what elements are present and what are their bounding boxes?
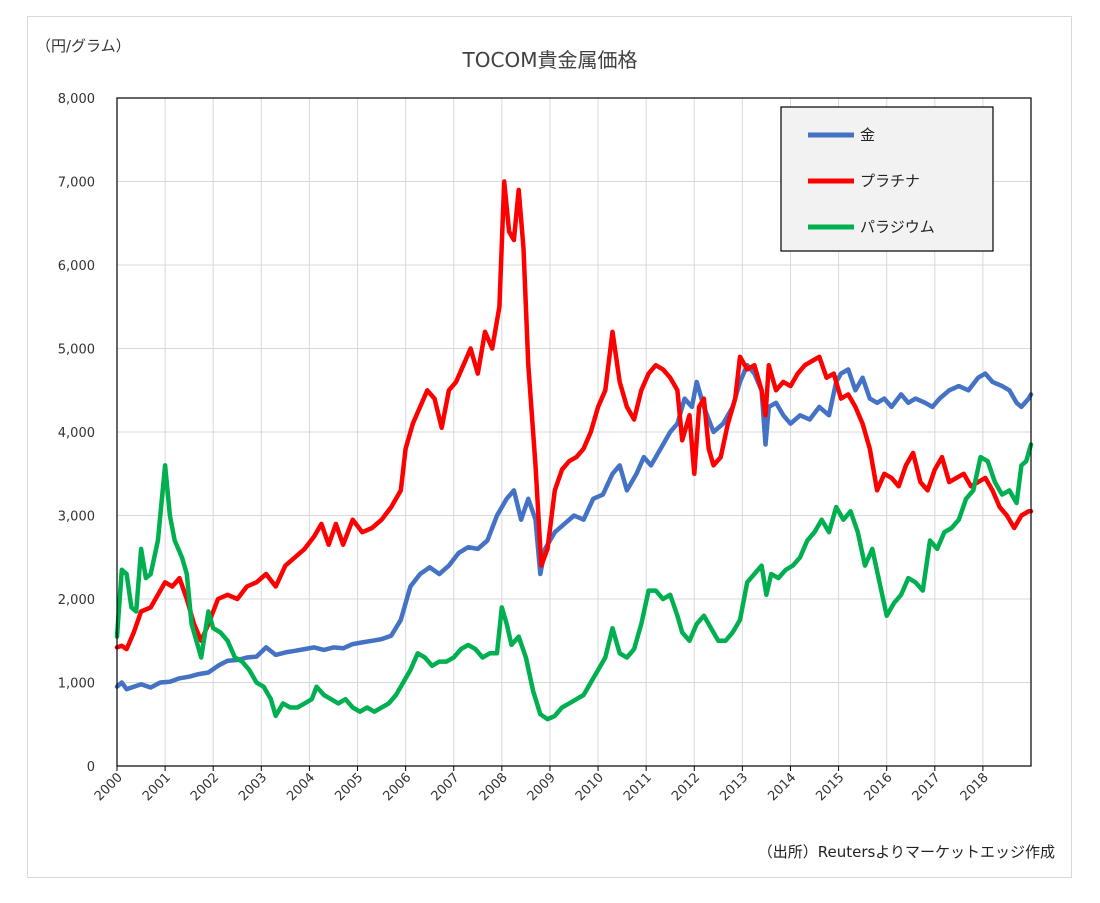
y-tick-label: 1,000 [58, 677, 95, 692]
x-tick-label: 2010 [573, 770, 607, 804]
y-axis-ticks: 0 1,000 2,000 3,000 4,000 5,000 6,000 7,000 8,00… [58, 92, 95, 775]
x-tick-label: 2012 [669, 770, 703, 804]
y-tick-label: 6,000 [58, 259, 95, 274]
chart-canvas: 0 1,000 2,000 3,000 4,000 5,000 6,000 7,000 8,00… [36, 37, 1055, 861]
x-axis-ticks: 2000 2001 2002 2003 2004 2005 2006 2007 2008 2009… [92, 766, 992, 804]
y-tick-label: 2,000 [58, 593, 95, 608]
y-tick-label: 3,000 [58, 510, 95, 525]
chart-frame: 0 1,000 2,000 3,000 4,000 5,000 6,000 7,000 8,00… [27, 16, 1072, 878]
x-tick-label: 2013 [717, 770, 751, 804]
series-lines [114, 179, 1034, 722]
x-tick-label: 2015 [813, 770, 847, 804]
x-tick-label: 2016 [862, 770, 896, 804]
x-tick-label: 2017 [910, 770, 944, 804]
x-tick-label: 2014 [765, 770, 799, 804]
y-tick-label: 5,000 [58, 343, 95, 358]
x-tick-label: 2003 [236, 770, 270, 804]
x-tick-label: 2018 [958, 770, 992, 804]
x-tick-label: 2000 [92, 770, 126, 804]
y-tick-label: 0 [87, 760, 95, 775]
series-line-3 [114, 442, 1034, 722]
x-tick-label: 2005 [332, 770, 366, 804]
plot-border [116, 97, 1032, 767]
x-tick-label: 2001 [140, 770, 174, 804]
series-line-2 [114, 179, 1034, 652]
series-line-1 [114, 362, 1034, 692]
x-tick-label: 2009 [525, 770, 559, 804]
x-tick-label: 2006 [380, 770, 414, 804]
x-tick-label: 2011 [621, 770, 655, 804]
legend-label-3: パラジウム [860, 218, 935, 236]
y-tick-label: 4,000 [58, 426, 95, 441]
unit-label: （円/グラム） [36, 37, 131, 55]
y-tick-label: 7,000 [58, 176, 95, 191]
x-tick-label: 2007 [429, 770, 463, 804]
chart-title: TOCOM貴金属価格 [462, 48, 638, 72]
x-tick-label: 2004 [284, 770, 318, 804]
source-note: （出所）Reutersよりマーケットエッジ作成 [758, 843, 1055, 861]
x-tick-label: 2008 [477, 770, 511, 804]
grid [116, 97, 1031, 767]
x-tick-label: 2002 [188, 770, 222, 804]
legend-label-2: プラチナ [860, 172, 920, 190]
legend-label-1: 金 [860, 126, 875, 144]
y-tick-label: 8,000 [58, 92, 95, 107]
